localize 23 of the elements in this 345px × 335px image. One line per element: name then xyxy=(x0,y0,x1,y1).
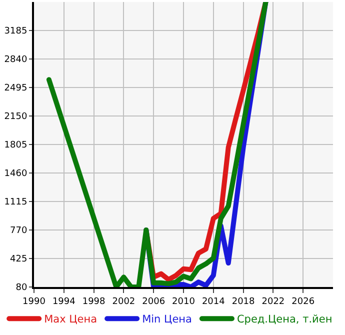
legend-label: Сред.Цена, т.йен xyxy=(236,314,332,326)
x-tick-label: 2010 xyxy=(172,296,196,307)
y-tick-label: 425 xyxy=(10,254,28,265)
y-tick-label: 1460 xyxy=(4,169,28,180)
x-tick-label: 1994 xyxy=(52,296,76,307)
y-tick-label: 3185 xyxy=(4,26,28,37)
x-tick-label: 2018 xyxy=(232,296,256,307)
legend-label: Max Цена xyxy=(44,314,98,326)
y-tick-label: 770 xyxy=(10,226,28,236)
x-tick-label: 2026 xyxy=(292,296,315,307)
x-tick-label: 2022 xyxy=(262,296,285,307)
y-tick-label: 2840 xyxy=(4,55,28,66)
x-tick-label: 2006 xyxy=(142,296,166,307)
y-tick-label: 2150 xyxy=(4,112,28,122)
x-tick-label: 2014 xyxy=(202,296,226,307)
y-tick-label: 1805 xyxy=(4,140,28,151)
y-tick-label: 1115 xyxy=(4,198,28,208)
x-tick-label: 1998 xyxy=(82,296,106,307)
legend-label: Min Цена xyxy=(142,314,192,326)
y-tick-label: 2495 xyxy=(4,84,28,94)
y-tick-label: 80 xyxy=(16,283,28,294)
x-tick-label: 2002 xyxy=(112,296,136,307)
x-tick-label: 1990 xyxy=(22,296,46,307)
